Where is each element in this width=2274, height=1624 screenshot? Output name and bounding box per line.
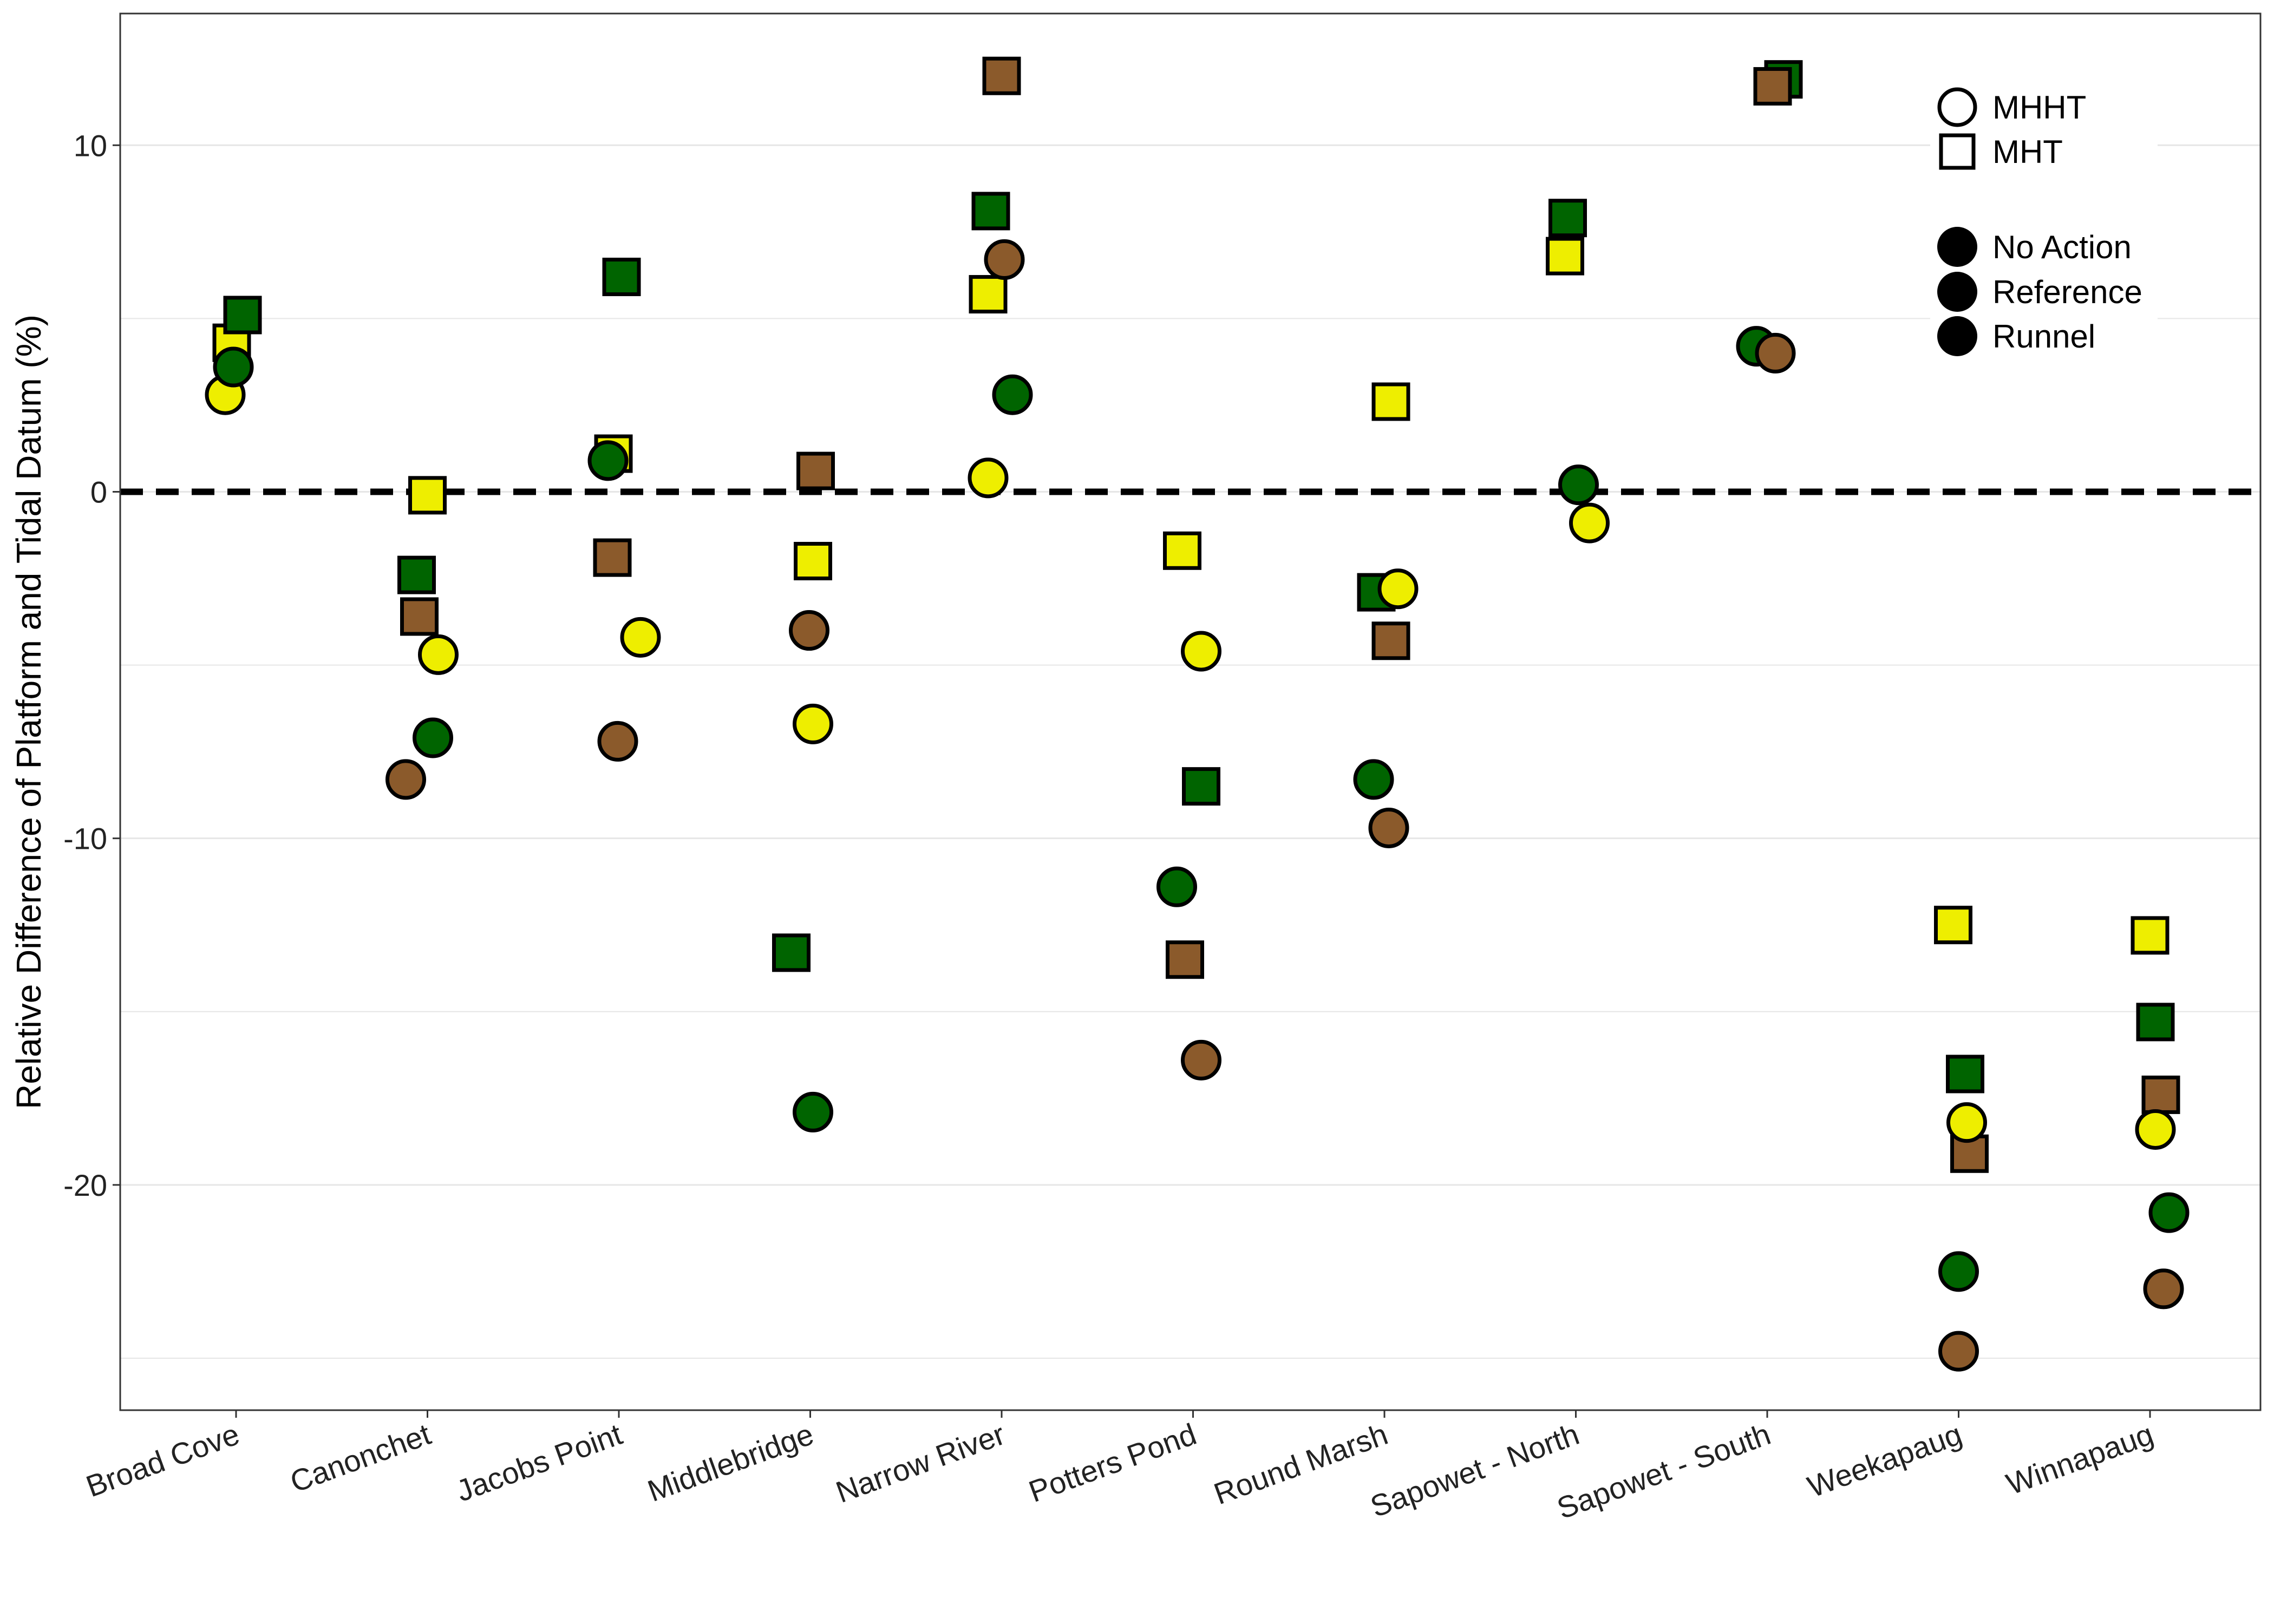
circle-point-runnel [793, 1091, 833, 1132]
circle-point-runnel [1353, 759, 1394, 800]
legend-label: No Action [1992, 229, 2132, 265]
circle-point-no-action [385, 759, 426, 800]
circle-point-reference [968, 457, 1009, 499]
square-point-reference [1934, 906, 1972, 945]
square-point-runnel [223, 296, 262, 335]
legend-key-color [1937, 272, 1977, 312]
circle-point-no-action [597, 721, 638, 762]
circle-point-reference [620, 617, 661, 658]
circle-point-runnel [1938, 1251, 1979, 1292]
circle-point-runnel [213, 346, 254, 388]
square-point-no-action [796, 451, 835, 490]
circle-point-reference [1569, 502, 1610, 543]
square-point-reference [794, 542, 832, 581]
square-point-reference [1546, 237, 1584, 276]
circle-point-runnel [1558, 464, 1599, 506]
circle-point-reference [793, 703, 833, 744]
square-point-reference [969, 275, 1008, 314]
legend-key-color [1937, 316, 1977, 356]
circle-point-no-action [1368, 807, 1409, 848]
square-point-runnel [602, 258, 641, 297]
square-point-runnel [1946, 1055, 1984, 1093]
y-tick-label: -10 [63, 822, 107, 856]
square-point-no-action [1166, 940, 1204, 979]
square-point-reference [2131, 916, 2170, 955]
gridlines [120, 144, 2260, 1359]
legend-key-circle [1937, 87, 1977, 127]
circle-point-runnel [992, 374, 1033, 415]
circle-point-reference [1946, 1102, 1987, 1143]
circle-point-no-action [1938, 1331, 1979, 1372]
circle-point-runnel [1156, 866, 1197, 907]
legend-label: MHT [1992, 134, 2063, 170]
circle-point-runnel [587, 440, 629, 481]
circle-point-reference [2135, 1109, 2176, 1150]
legend-label: Runnel [1992, 318, 2095, 355]
square-point-runnel [1548, 199, 1587, 238]
square-point-reference [1163, 531, 1201, 570]
data-points [205, 56, 2190, 1372]
square-point-no-action [593, 538, 632, 577]
square-point-no-action [1753, 67, 1792, 106]
square-point-no-action [400, 597, 439, 636]
circle-point-runnel [413, 717, 453, 758]
circle-point-reference [418, 634, 459, 675]
square-point-runnel [2136, 1003, 2175, 1042]
y-tick-label: 10 [74, 128, 107, 162]
square-point-runnel [1182, 767, 1220, 806]
square-point-runnel [971, 192, 1010, 231]
legend-key-square [1939, 133, 1976, 170]
square-point-no-action [1371, 621, 1410, 660]
circle-point-no-action [984, 239, 1025, 280]
square-point-runnel [772, 933, 811, 972]
legend-label: MHHT [1992, 89, 2086, 126]
legend: MHHT MHT No Action Reference Runnel [1930, 76, 2158, 363]
plot-panel [120, 14, 2260, 1410]
circle-point-no-action [1755, 332, 1796, 374]
y-tick-label: -20 [63, 1168, 107, 1202]
square-point-reference [408, 476, 447, 515]
circle-point-no-action [2143, 1268, 2184, 1309]
plot-border [119, 12, 2262, 1411]
square-point-reference [1371, 382, 1410, 421]
y-axis-label: Relative Difference of Platform and Tida… [9, 315, 48, 1109]
square-point-runnel [397, 555, 436, 594]
circle-point-no-action [789, 610, 829, 651]
legend-key-color [1937, 227, 1977, 267]
circle-point-reference [1377, 568, 1419, 610]
circle-point-reference [1181, 631, 1221, 672]
circle-point-runnel [2148, 1192, 2190, 1233]
square-point-no-action [2141, 1075, 2180, 1114]
circle-point-no-action [1181, 1039, 1221, 1081]
y-tick-label: 0 [90, 475, 107, 509]
y-axis-ticks: 10 0 -10 -20 [63, 128, 120, 1202]
square-point-no-action [982, 56, 1021, 95]
legend-label: Reference [1992, 274, 2142, 310]
